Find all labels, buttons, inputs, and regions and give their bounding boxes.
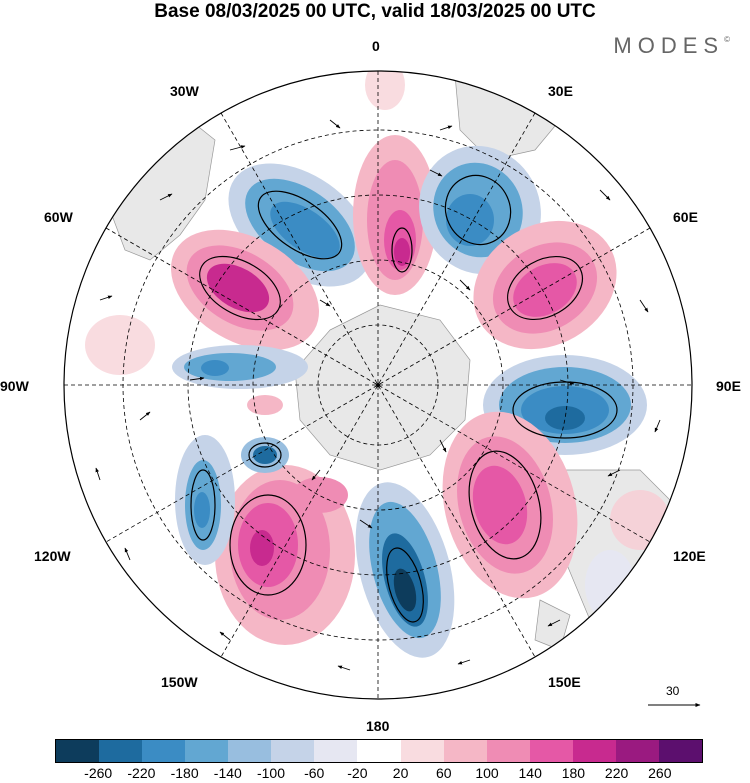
reference-vector-label: 30 (666, 684, 680, 698)
anomaly-positive-150w (215, 465, 355, 645)
colorbar-tick-label: 60 (436, 765, 452, 781)
colorbar-tick-label: 260 (648, 765, 672, 781)
wind-vectors (95, 119, 661, 671)
colorbar-tick-label: -20 (347, 765, 368, 781)
colorbar-swatch (228, 740, 272, 762)
colorbar-swatch (56, 740, 100, 762)
colorbar-tick-label: -60 (304, 765, 325, 781)
antarctica-landmass (294, 304, 471, 471)
lon-label-30w: 30W (170, 83, 200, 99)
lon-label-30e: 30E (548, 83, 573, 99)
colorbar-tick-label: -260 (84, 765, 113, 781)
colorbar-swatch (572, 740, 616, 762)
colorbar-tick-label: -220 (127, 765, 156, 781)
colorbar-swatch (314, 740, 358, 762)
colorbar-tick-label: -180 (170, 765, 199, 781)
colorbar-tick-label: -100 (256, 765, 286, 781)
lon-label-180: 180 (366, 718, 390, 734)
anomaly-weak-positive (247, 395, 283, 415)
colorbar-swatch (486, 740, 530, 762)
anomaly-negative-90w (172, 345, 308, 389)
anomaly-field (85, 71, 670, 658)
lon-label-120w: 120W (34, 548, 71, 564)
colorbar-swatch (400, 740, 444, 762)
colorbar-tick-label: 20 (392, 765, 409, 781)
colorbar-tick-label: 140 (518, 765, 542, 781)
lon-label-60w: 60W (44, 209, 74, 225)
anomaly-positive-60e (473, 220, 617, 350)
colorbar-tick-label: 100 (475, 765, 499, 781)
anomaly-positive-0 (353, 135, 437, 295)
brand-mark: © (724, 35, 730, 44)
modes-logo: MODES© (613, 33, 730, 59)
brand-text: MODES (613, 33, 725, 58)
colorbar-swatch (658, 740, 702, 762)
colorbar-ticks: -260 -220 -180 -140 -100 -60 -20 20 60 100 140 180 2… (0, 765, 750, 783)
pole-marker (376, 383, 380, 387)
colorbar-swatch (529, 740, 573, 762)
colorbar-swatch (185, 740, 229, 762)
lon-label-60e: 60E (673, 209, 698, 225)
graticule (64, 71, 692, 699)
colorbar-swatch (271, 740, 315, 762)
colorbar-swatch (357, 740, 401, 762)
lon-label-150w: 150W (161, 674, 198, 690)
map-title: Base 08/03/2025 00 UTC, valid 18/03/2025… (154, 1, 596, 22)
colorbar-tick-label: 220 (604, 765, 629, 781)
map-border (63, 70, 693, 700)
lon-label-90w: 90W (0, 378, 30, 394)
lon-label-90e: 90E (716, 378, 741, 394)
anomaly-weak-positive (365, 71, 405, 110)
colorbar-swatch (142, 740, 186, 762)
anomaly-positive-120e (442, 411, 578, 599)
height-contours (190, 174, 618, 623)
colorbar-tick-label: 180 (561, 765, 586, 781)
lon-label-150e: 150E (548, 674, 581, 690)
map-disc (64, 71, 692, 699)
lon-label-120e: 120E (673, 548, 706, 564)
lon-label-0: 0 (372, 38, 380, 54)
colorbar-swatch (99, 740, 143, 762)
anomaly-weak-positive (85, 315, 155, 375)
colorbar-swatch (615, 740, 659, 762)
polar-map: 0 30E 60E 90E 120E 150E 180 150W 120W 90… (0, 38, 741, 734)
colorbar-tick-label: -140 (213, 765, 242, 781)
colorbar (55, 739, 703, 763)
anomaly-weak-negative (585, 550, 635, 620)
colorbar-swatch (443, 740, 487, 762)
